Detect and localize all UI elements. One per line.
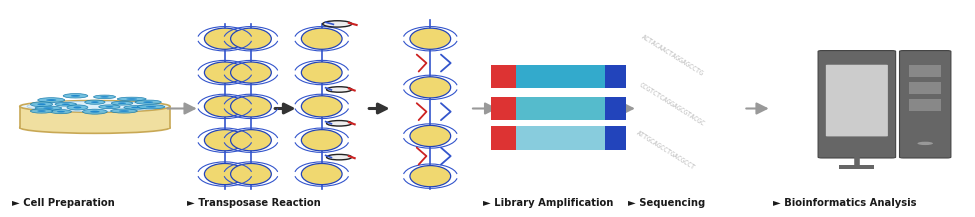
Ellipse shape [37, 103, 46, 105]
Ellipse shape [410, 28, 450, 49]
Ellipse shape [73, 107, 82, 108]
Bar [839, 165, 875, 169]
Ellipse shape [113, 109, 135, 113]
Ellipse shape [231, 163, 271, 185]
Ellipse shape [410, 77, 450, 98]
Circle shape [323, 21, 352, 27]
Ellipse shape [109, 101, 135, 105]
Circle shape [327, 154, 352, 160]
Ellipse shape [205, 130, 245, 151]
Ellipse shape [20, 122, 170, 133]
Ellipse shape [124, 105, 147, 110]
Ellipse shape [120, 110, 128, 112]
FancyBboxPatch shape [900, 51, 951, 158]
Bar [516, 127, 604, 150]
Text: CCGTCTCAGGAGCGTACGC: CCGTCTCAGGAGCGTACGC [638, 82, 705, 127]
Ellipse shape [205, 62, 245, 83]
Ellipse shape [36, 110, 47, 112]
Ellipse shape [91, 101, 99, 103]
Ellipse shape [301, 163, 342, 185]
Ellipse shape [27, 101, 163, 112]
Ellipse shape [231, 28, 271, 49]
Ellipse shape [231, 62, 271, 83]
Bar [604, 127, 626, 150]
Ellipse shape [55, 102, 77, 106]
Text: ATTGCAGCCTGACGCCT: ATTGCAGCCTGACGCCT [635, 130, 696, 171]
Ellipse shape [120, 97, 143, 101]
Ellipse shape [205, 163, 245, 185]
Bar [491, 127, 516, 150]
Ellipse shape [46, 99, 57, 101]
Text: ► Cell Preparation: ► Cell Preparation [13, 198, 115, 208]
Ellipse shape [49, 109, 73, 114]
Ellipse shape [136, 100, 160, 104]
Ellipse shape [146, 106, 156, 108]
Ellipse shape [231, 96, 271, 117]
FancyBboxPatch shape [20, 106, 170, 128]
Ellipse shape [61, 104, 70, 105]
Text: ► Transposase Reaction: ► Transposase Reaction [187, 198, 321, 208]
Bar [910, 82, 941, 94]
Ellipse shape [95, 94, 114, 99]
Ellipse shape [301, 28, 342, 49]
Ellipse shape [57, 111, 65, 113]
Bar [516, 97, 604, 120]
Ellipse shape [90, 111, 100, 112]
Ellipse shape [84, 100, 105, 105]
Ellipse shape [137, 105, 165, 109]
Bar [491, 97, 516, 120]
Ellipse shape [231, 130, 271, 151]
Ellipse shape [205, 28, 245, 49]
Ellipse shape [205, 96, 245, 117]
Text: ► Bioinformatics Analysis: ► Bioinformatics Analysis [773, 198, 916, 208]
Bar [491, 65, 516, 88]
Ellipse shape [98, 105, 120, 109]
Ellipse shape [132, 107, 139, 108]
Ellipse shape [28, 109, 56, 113]
Ellipse shape [36, 106, 60, 110]
Ellipse shape [20, 100, 170, 112]
Ellipse shape [105, 106, 113, 108]
Ellipse shape [301, 96, 342, 117]
Bar [604, 97, 626, 120]
Bar [910, 99, 941, 111]
FancyBboxPatch shape [826, 65, 888, 136]
Circle shape [327, 87, 352, 92]
Circle shape [327, 121, 352, 126]
Ellipse shape [100, 96, 108, 98]
Bar [604, 65, 626, 88]
Ellipse shape [410, 125, 450, 146]
Text: ► Sequencing: ► Sequencing [628, 198, 705, 208]
FancyBboxPatch shape [818, 51, 896, 158]
Ellipse shape [81, 110, 108, 113]
Ellipse shape [70, 95, 80, 97]
Ellipse shape [44, 107, 53, 109]
Ellipse shape [117, 102, 127, 104]
Ellipse shape [128, 98, 137, 100]
Text: ► Library Amplification: ► Library Amplification [483, 198, 613, 208]
Ellipse shape [38, 98, 64, 102]
Ellipse shape [66, 105, 89, 110]
Ellipse shape [30, 102, 54, 107]
Ellipse shape [410, 166, 450, 187]
Circle shape [917, 142, 933, 145]
Ellipse shape [301, 62, 342, 83]
Bar [910, 65, 941, 77]
Ellipse shape [144, 102, 152, 103]
Text: ACTACAACTAGGAGCCTG: ACTACAACTAGGAGCCTG [641, 34, 705, 77]
Bar [516, 65, 604, 88]
Ellipse shape [301, 130, 342, 151]
Ellipse shape [62, 94, 88, 98]
